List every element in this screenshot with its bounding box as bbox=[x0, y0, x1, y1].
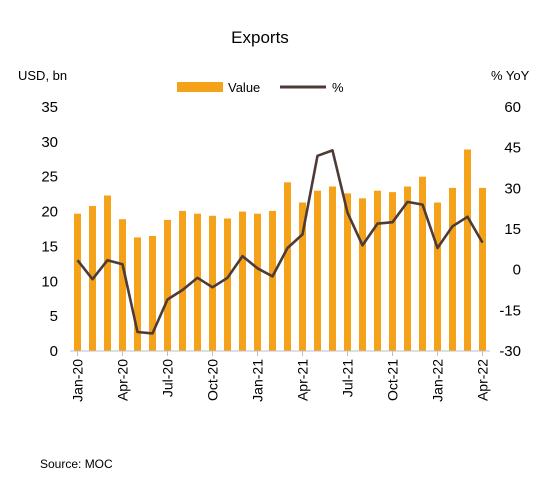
bar bbox=[284, 182, 291, 351]
right-tick-label: 0 bbox=[513, 262, 521, 279]
bar bbox=[464, 150, 471, 352]
right-tick-label: 45 bbox=[504, 140, 521, 157]
x-tick-label: Jul-21 bbox=[340, 359, 356, 397]
left-tick-label: 25 bbox=[41, 169, 58, 186]
left-tick-label: 15 bbox=[41, 238, 58, 255]
bar bbox=[74, 214, 81, 351]
legend-bar-swatch bbox=[177, 82, 223, 92]
bar bbox=[224, 219, 231, 352]
bar bbox=[389, 192, 396, 351]
left-tick-label: 20 bbox=[41, 204, 58, 221]
legend-line-label: % bbox=[332, 80, 344, 95]
bar bbox=[104, 196, 111, 352]
right-tick-label: 30 bbox=[504, 180, 521, 197]
x-tick-label: Jan-20 bbox=[70, 359, 86, 402]
left-tick-label: 10 bbox=[41, 273, 58, 290]
bar bbox=[179, 211, 186, 351]
bar bbox=[329, 187, 336, 352]
bar bbox=[119, 219, 126, 351]
x-tick-label: Apr-21 bbox=[295, 359, 311, 401]
right-tick-label: 60 bbox=[504, 99, 521, 116]
x-tick-label: Jul-20 bbox=[160, 359, 176, 397]
bar bbox=[164, 220, 171, 351]
left-axis-unit: USD, bn bbox=[18, 68, 67, 83]
x-tick-label: Jan-21 bbox=[250, 359, 266, 402]
bar bbox=[449, 188, 456, 351]
right-tick-label: 15 bbox=[504, 221, 521, 238]
bar bbox=[209, 216, 216, 351]
source-note: Source: MOC bbox=[40, 457, 113, 471]
left-tick-label: 30 bbox=[41, 134, 58, 151]
chart-title: Exports bbox=[231, 28, 289, 47]
bar bbox=[254, 214, 261, 351]
x-axis-ticks: Jan-20 Apr-20 Jul-20 Oct-20 Jan-21 Apr-21 Jul-… bbox=[70, 351, 491, 402]
bar bbox=[359, 198, 366, 351]
right-axis-ticks: -30 -15 0 15 30 45 60 bbox=[499, 99, 521, 360]
legend: Value % bbox=[177, 80, 344, 95]
right-tick-label: -15 bbox=[499, 302, 521, 319]
x-tick-label: Oct-20 bbox=[205, 359, 221, 401]
x-tick-label: Oct-21 bbox=[385, 359, 401, 401]
bar bbox=[194, 214, 201, 351]
bar bbox=[434, 203, 441, 352]
left-axis-ticks: 0 5 10 15 20 25 30 35 bbox=[41, 99, 58, 360]
bar bbox=[134, 237, 141, 351]
bar bbox=[479, 188, 486, 351]
bar bbox=[374, 191, 381, 351]
legend-bar-label: Value bbox=[228, 80, 260, 95]
bar bbox=[404, 187, 411, 352]
bar bbox=[314, 191, 321, 351]
left-tick-label: 0 bbox=[50, 343, 58, 360]
right-axis-unit: % YoY bbox=[491, 68, 530, 83]
bar bbox=[269, 211, 276, 351]
left-tick-label: 35 bbox=[41, 99, 58, 116]
x-tick-label: Jan-22 bbox=[430, 359, 446, 402]
x-tick-label: Apr-22 bbox=[475, 359, 491, 401]
right-tick-label: -30 bbox=[499, 343, 521, 360]
x-tick-label: Apr-20 bbox=[115, 359, 131, 401]
left-tick-label: 5 bbox=[50, 308, 58, 325]
bar bbox=[239, 212, 246, 351]
